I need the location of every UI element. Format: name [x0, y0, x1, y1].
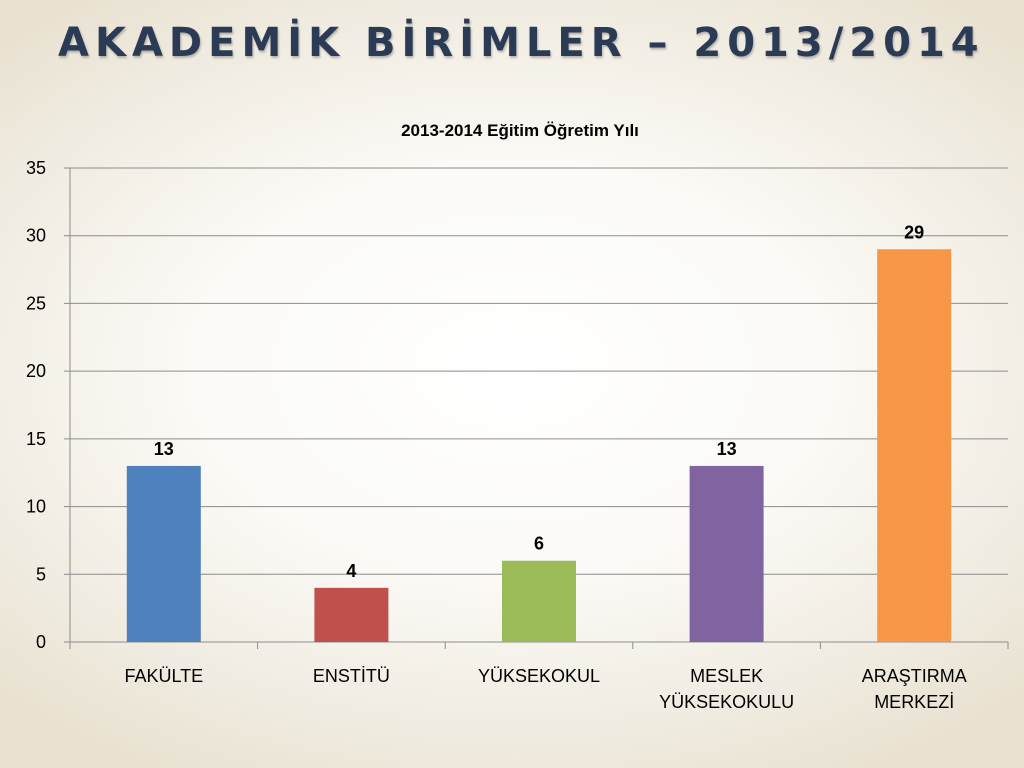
data-label: 4: [346, 561, 356, 581]
y-tick-label: 10: [26, 497, 46, 517]
y-tick-label: 30: [26, 226, 46, 246]
data-label: 13: [154, 439, 174, 459]
x-category-label: ENSTİTÜ: [313, 666, 390, 686]
bar: [689, 465, 764, 642]
x-category-label: YÜKSEKOKUL: [478, 666, 600, 686]
bar: [502, 560, 576, 642]
x-category-label: YÜKSEKOKULU: [659, 692, 794, 712]
chart-title: 2013-2014 Eğitim Öğretim Yılı: [401, 121, 639, 140]
data-label: 6: [534, 534, 544, 554]
x-category-label: MESLEK: [690, 666, 763, 686]
data-label: 29: [904, 222, 924, 242]
y-tick-label: 0: [36, 632, 46, 652]
y-tick-label: 5: [36, 564, 46, 584]
bar: [877, 249, 952, 642]
bar: [126, 465, 201, 642]
y-tick-label: 20: [26, 361, 46, 381]
y-tick-label: 35: [26, 158, 46, 178]
x-category-label: FAKÜLTE: [124, 666, 203, 686]
data-label: 13: [717, 439, 737, 459]
y-tick-label: 15: [26, 429, 46, 449]
slide-title: AKADEMİK BİRİMLER – 2013/2014: [58, 20, 985, 66]
y-tick-label: 25: [26, 293, 46, 313]
x-category-label: MERKEZİ: [874, 692, 954, 712]
x-category-label: ARAŞTIRMA: [862, 666, 967, 686]
bar: [314, 587, 389, 642]
